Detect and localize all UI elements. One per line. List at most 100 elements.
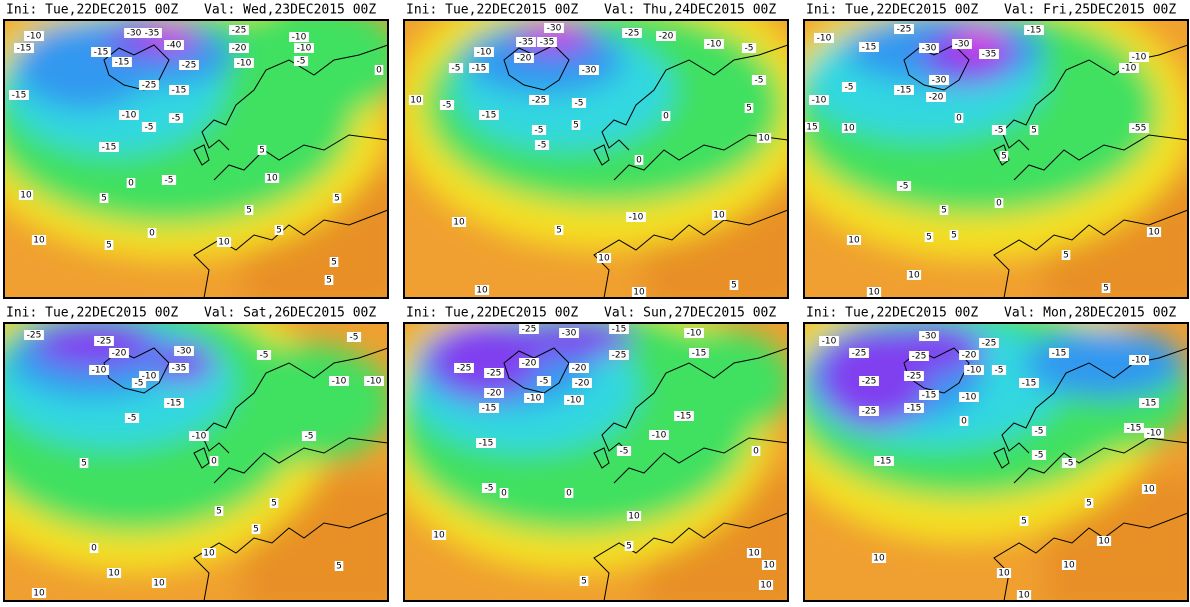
contour-label-box [474, 47, 494, 57]
contour-label: -15 [102, 143, 117, 153]
contour-label: -20 [517, 54, 532, 64]
contour-label-box [537, 37, 557, 47]
contour-label: -25 [487, 369, 502, 379]
contour-label: -20 [112, 349, 127, 359]
contour-label: -25 [522, 325, 537, 335]
map-border [403, 19, 789, 299]
contour-label: 10 [1143, 485, 1155, 495]
contour-label-box [147, 228, 157, 238]
contour-label-box [991, 365, 1007, 375]
temperature-zone [514, 323, 634, 358]
contour-label-box [516, 37, 536, 47]
contour-label: 5 [216, 507, 222, 517]
contour-label-box [448, 63, 464, 73]
contour-label-box [1144, 428, 1164, 438]
contour-label: -25 [532, 96, 547, 106]
map-panel: Ini: Tue,22DEC2015 00Z Val: Wed,23DEC2015… [3, 3, 389, 299]
contour-label: 5 [326, 276, 332, 286]
contour-label-box [294, 43, 314, 53]
contour-label: -15 [17, 44, 32, 54]
contour-label: 15 [806, 123, 817, 133]
contour-label: 5 [246, 206, 252, 216]
contour-label-box [746, 548, 762, 558]
contour-label: 10 [1098, 537, 1110, 547]
contour-label-box [904, 403, 924, 413]
contour-label-box [569, 363, 589, 373]
contour-label: -5 [845, 83, 854, 93]
init-time: Ini: Tue,22DEC2015 00Z [806, 306, 978, 321]
contour-label-box [689, 348, 709, 358]
temperature-zone [1024, 328, 1184, 398]
coastline [103, 347, 388, 601]
contour-label-box [896, 181, 912, 191]
contour-label: -10 [687, 329, 702, 339]
contour-label: -5 [452, 64, 461, 74]
contour-label-box [293, 56, 309, 66]
contour-label: 5 [941, 206, 947, 216]
contour-label-box [979, 49, 999, 59]
contour-label: 5 [336, 562, 342, 572]
init-time: Ini: Tue,22DEC2015 00Z [6, 306, 178, 321]
contour-label-box [139, 80, 159, 90]
contour-label-box [814, 33, 834, 43]
contour-label-box [924, 232, 934, 242]
contour-label-box [1049, 348, 1069, 358]
contour-label-box [119, 110, 139, 120]
contour-label: -5 [900, 182, 909, 192]
contour-label: 10 [713, 211, 725, 221]
contour-label: 10 [633, 288, 645, 298]
contour-label-box [1129, 355, 1149, 365]
contour-label-box [109, 348, 129, 358]
contour-label-box [1031, 450, 1047, 460]
contour-label-box [164, 398, 184, 408]
contour-label: 10 [433, 531, 445, 541]
contour-label-box [431, 530, 447, 540]
contour-label-box [169, 85, 189, 95]
contour-label-box [571, 120, 581, 130]
contour-label: -20 [575, 379, 590, 389]
contour-label-box [141, 122, 157, 132]
contour-label: -10 [292, 33, 307, 43]
contour-label: 10 [218, 238, 230, 248]
contour-label-box [741, 43, 757, 53]
contour-label: -5 [305, 432, 314, 442]
contour-label: -25 [232, 26, 247, 36]
contour-label: 10 [868, 288, 880, 298]
contour-label: -15 [897, 86, 912, 96]
init-time: Ini: Tue,22DEC2015 00Z [806, 3, 978, 18]
contour-label-box [904, 371, 924, 381]
contour-label: -15 [94, 48, 109, 58]
contour-label: 5 [556, 226, 562, 236]
contour-label: -5 [995, 366, 1004, 376]
contour-label: -5 [1065, 459, 1074, 469]
contour-label: -25 [27, 331, 42, 341]
contour-label: -15 [172, 86, 187, 96]
contour-label-box [151, 578, 167, 588]
contour-label-box [564, 488, 574, 498]
contour-label-box [859, 406, 879, 416]
contour-label-box [991, 125, 1007, 135]
contour-label: 0 [566, 489, 572, 499]
contour-label: -35 [145, 29, 160, 39]
contour-label-box [758, 580, 774, 590]
contour-label: -10 [332, 377, 347, 387]
contour-label: -15 [12, 91, 27, 101]
contour-label-box [999, 151, 1009, 161]
contour-label-box [809, 95, 829, 105]
contour-label-box [251, 524, 261, 534]
contour-label: -20 [929, 93, 944, 103]
contour-label-box [164, 40, 184, 50]
contour-label-box [919, 390, 939, 400]
contour-label: -35 [172, 364, 187, 374]
contour-label: 10 [410, 96, 422, 106]
contour-label: -25 [912, 352, 927, 362]
contour-label-box [761, 560, 777, 570]
contour-label-box [324, 275, 334, 285]
contour-label-box [631, 287, 647, 297]
contour-label-box [479, 403, 499, 413]
contour-label: 5 [253, 525, 259, 535]
contour-label-box [89, 543, 99, 553]
contour-label-box [346, 332, 362, 342]
contour-label-box [841, 123, 857, 133]
contour-label: 10 [998, 569, 1010, 579]
